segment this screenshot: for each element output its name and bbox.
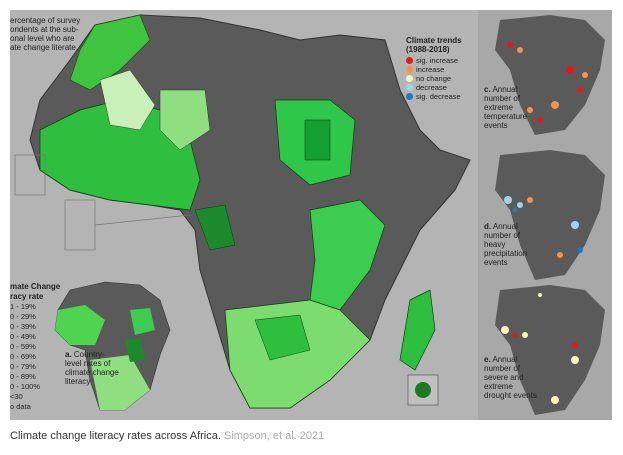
intro-line: ondents at the sub- [10,25,79,34]
decrease-swatch-icon [406,84,413,91]
panel-text: extreme [484,103,513,112]
caption-text: Climate change literacy rates across Afr… [10,430,221,442]
intro-line: onal level who are [10,34,75,43]
panel-text: Annual [492,222,518,231]
panel-c-map [495,15,605,135]
panel-text: Annual [492,355,518,364]
panel-letter: a. [65,350,72,359]
panel-e-map [495,285,605,415]
legend-item: 0 - 29% [10,312,36,321]
legend-item: <30 [10,392,23,401]
legend-label: no change [416,74,452,83]
legend-item: 0 - 39% [10,322,36,331]
panel-text: events [484,258,508,267]
panel-text: climate change [65,368,119,377]
panel-letter: c. [484,85,491,94]
panel-text: events [484,121,508,130]
panel-letter: e. [484,355,491,364]
panel-c-label: c. Annual number of extreme temperature … [484,85,527,130]
literacy-rate-legend: mate Change racy rate 1 - 19% 0 - 29% 0 … [10,282,60,412]
panel-text: extreme [484,382,513,391]
legend-item: 0 - 100% [10,382,41,391]
legend-item: o data [10,402,31,411]
legend-title: mate Change [10,282,61,291]
panel-letter: d. [484,222,492,231]
intro-line: ercentage of survey [10,16,81,25]
climate-trends-legend: Climate trends (1988-2018) sig. increase… [406,36,462,101]
panel-text: Country- [73,350,105,359]
sig-increase-swatch-icon [406,57,413,64]
legend-label: increase [416,65,445,74]
panel-d-map [495,150,605,280]
panel-text: precipitation [484,249,528,258]
panel-d-label: d. Annual number of heavy precipitation … [484,222,527,267]
panel-text: Annual [492,85,518,94]
no-change-swatch-icon [406,75,413,82]
increase-swatch-icon [406,66,413,73]
panel-text: number of [484,364,521,373]
map-graphic [14,10,612,420]
legend-title: racy rate [10,292,44,301]
legend-item: no change [406,74,462,83]
legend-title: (1988-2018) [406,45,450,54]
legend-item: increase [406,65,462,74]
main-africa-map [14,14,471,409]
panel-a-label: a. Country- level rates of climate chang… [65,350,119,386]
legend-label: sig. increase [416,56,459,65]
legend-item: 0 - 69% [10,352,36,361]
panel-text: number of [484,231,521,240]
panel-text: severe and [484,373,524,382]
figure-caption: Climate change literacy rates across Afr… [10,430,324,442]
panel-text: level rates of [65,359,111,368]
inset-map-a [54,281,171,411]
legend-title: Climate trends [406,36,462,45]
intro-line: ate change literate. [10,43,79,52]
panel-e-label: e. Annual number of severe and extreme d… [484,355,537,400]
legend-item: decrease [406,83,462,92]
sig-decrease-swatch-icon [406,93,413,100]
legend-item: 0 - 79% [10,362,36,371]
legend-item: 0 - 59% [10,342,36,351]
legend-label: decrease [416,83,447,92]
climate-literacy-map-figure: ercentage of survey ondents at the sub- … [10,10,612,420]
legend-item: 0 - 49% [10,332,36,341]
legend-item: sig. increase [406,56,462,65]
legend-item: sig. decrease [406,92,462,101]
caption-credit-link[interactable]: Simpson, et al. 2021 [223,430,325,442]
legend-label: sig. decrease [416,92,461,101]
panel-text: literacy [65,377,91,386]
legend-item: 1 - 19% [10,302,36,311]
panel-text: heavy [484,240,506,249]
legend-item: 0 - 89% [10,372,36,381]
intro-text: ercentage of survey ondents at the sub- … [10,16,80,52]
panel-text: temperature [484,112,528,121]
panel-text: drought events [484,391,537,400]
panel-text: number of [484,94,521,103]
